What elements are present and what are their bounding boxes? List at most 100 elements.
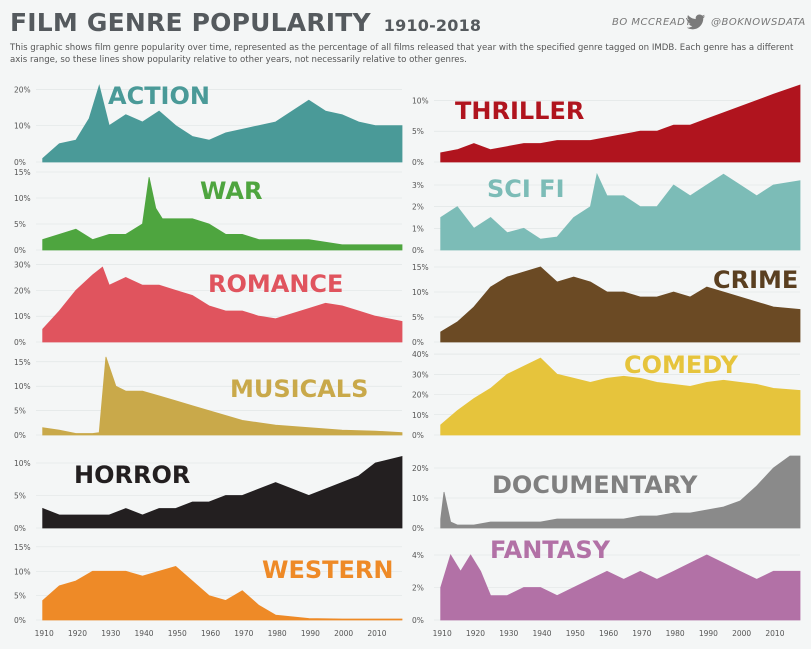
- x-tick-label: 1980: [268, 629, 287, 638]
- panel-war: 0% 5% 10% 15% WAR: [14, 168, 403, 255]
- y-tick-label: 20%: [412, 391, 429, 400]
- y-tick-label: 10%: [14, 312, 31, 321]
- y-tick-label: 10%: [14, 122, 31, 131]
- panel-documentary: 0% 10% 20% DOCUMENTARY: [412, 455, 801, 533]
- area-crime: [440, 266, 801, 343]
- y-tick-label: 3%: [412, 181, 424, 190]
- genre-label-crime: CRIME: [713, 266, 798, 294]
- x-tick-label: 1940: [134, 629, 153, 638]
- x-tick-label: 1960: [201, 629, 220, 638]
- x-tick-label: 2010: [367, 629, 386, 638]
- x-tick-label: 1950: [566, 629, 585, 638]
- genre-label-romance: ROMANCE: [208, 270, 343, 298]
- y-tick-label: 15%: [14, 168, 31, 177]
- y-tick-label: 0%: [14, 246, 26, 255]
- area-action: [42, 84, 403, 163]
- y-tick-label: 2%: [412, 203, 424, 212]
- genre-label-sci-fi: SCI FI: [487, 175, 565, 203]
- panel-musicals: 0% 5% 10% 15% MUSICALS: [14, 356, 403, 440]
- y-tick-label: 2%: [412, 584, 424, 593]
- panel-fantasy: 0% 2% 4% FANTASY: [412, 536, 801, 625]
- y-tick-label: 0%: [14, 524, 26, 533]
- x-tick-label: 1980: [666, 629, 685, 638]
- y-tick-label: 5%: [14, 407, 26, 416]
- title-text: FILM GENRE POPULARITY: [10, 8, 371, 37]
- area-western: [42, 565, 403, 621]
- x-tick-label: 2010: [765, 629, 784, 638]
- y-tick-label: 0%: [412, 338, 424, 347]
- y-tick-label: 0%: [412, 431, 424, 440]
- y-tick-label: 20%: [412, 464, 429, 473]
- page-title: FILM GENRE POPULARITY 1910-2018: [10, 8, 481, 37]
- y-tick-label: 10%: [412, 288, 429, 297]
- genre-label-horror: HORROR: [74, 461, 190, 489]
- credit-name: BO MCCREADY: [612, 17, 692, 28]
- y-tick-label: 0%: [14, 338, 26, 347]
- area-musicals: [42, 356, 403, 436]
- genre-label-thriller: THRILLER: [455, 97, 584, 125]
- x-tick-label: 1960: [599, 629, 618, 638]
- y-tick-label: 30%: [412, 370, 429, 379]
- area-thriller: [440, 84, 801, 163]
- x-tick-label: 2000: [732, 629, 751, 638]
- area-documentary: [440, 455, 801, 529]
- panel-horror: 0% 5% 10% HORROR: [14, 455, 403, 533]
- area-sci-fi: [440, 172, 801, 251]
- panel-sci-fi: 0% 1% 2% 3% SCI FI: [412, 172, 801, 255]
- genre-label-documentary: DOCUMENTARY: [492, 471, 698, 499]
- x-tick-label: 1940: [532, 629, 551, 638]
- y-tick-label: 20%: [14, 286, 31, 295]
- genre-label-action: ACTION: [108, 82, 210, 110]
- panel-thriller: 0% 5% 10% THRILLER: [412, 84, 801, 167]
- y-tick-label: 0%: [14, 616, 26, 625]
- x-tick-label: 1990: [699, 629, 718, 638]
- x-tick-label: 2000: [334, 629, 353, 638]
- y-tick-label: 5%: [14, 220, 26, 229]
- panel-action: 0% 10% 20% ACTION: [14, 82, 403, 167]
- x-tick-label: 1930: [499, 629, 518, 638]
- area-romance: [42, 266, 403, 343]
- panel-crime: 0% 5% 10% 15% CRIME: [412, 263, 801, 347]
- y-tick-label: 0%: [412, 616, 424, 625]
- genre-label-war: WAR: [200, 177, 262, 205]
- x-tick-label: 1920: [466, 629, 485, 638]
- y-tick-label: 10%: [14, 194, 31, 203]
- y-tick-label: 0%: [412, 246, 424, 255]
- panel-comedy: 0% 10% 20% 30% 40% COMEDY: [412, 350, 801, 440]
- y-tick-label: 5%: [14, 592, 26, 601]
- panel-western: 0% 5% 10% 15% WESTERN: [14, 543, 403, 625]
- y-tick-label: 4%: [412, 551, 424, 560]
- x-tick-label: 1910: [35, 629, 54, 638]
- y-tick-label: 10%: [412, 96, 429, 105]
- area-comedy: [440, 357, 801, 436]
- x-tick-label: 1970: [234, 629, 253, 638]
- y-tick-label: 0%: [412, 524, 424, 533]
- x-tick-label: 1990: [301, 629, 320, 638]
- x-tick-label: 1950: [168, 629, 187, 638]
- title-years: 1910-2018: [383, 16, 482, 35]
- y-tick-label: 0%: [14, 431, 26, 440]
- y-tick-label: 30%: [14, 261, 31, 270]
- y-tick-label: 0%: [412, 158, 424, 167]
- genre-label-musicals: MUSICALS: [230, 375, 368, 403]
- x-tick-label: 1930: [101, 629, 120, 638]
- genre-label-fantasy: FANTASY: [490, 536, 611, 564]
- y-tick-label: 10%: [14, 382, 31, 391]
- description: This graphic shows film genre popularity…: [10, 43, 794, 65]
- y-tick-label: 10%: [14, 459, 31, 468]
- y-tick-label: 0%: [14, 158, 26, 167]
- credit-handle: @BOKNOWSDATA: [711, 17, 806, 28]
- y-tick-label: 15%: [412, 263, 429, 272]
- y-tick-label: 40%: [412, 350, 429, 359]
- area-war: [42, 177, 403, 251]
- y-tick-label: 15%: [14, 358, 31, 367]
- area-fantasy: [440, 554, 801, 621]
- x-tick-label: 1910: [433, 629, 452, 638]
- y-tick-label: 10%: [412, 494, 429, 503]
- x-tick-label: 1920: [68, 629, 87, 638]
- genre-label-western: WESTERN: [262, 556, 393, 584]
- area-horror: [42, 455, 403, 529]
- y-tick-label: 1%: [412, 224, 424, 233]
- x-tick-label: 1970: [632, 629, 651, 638]
